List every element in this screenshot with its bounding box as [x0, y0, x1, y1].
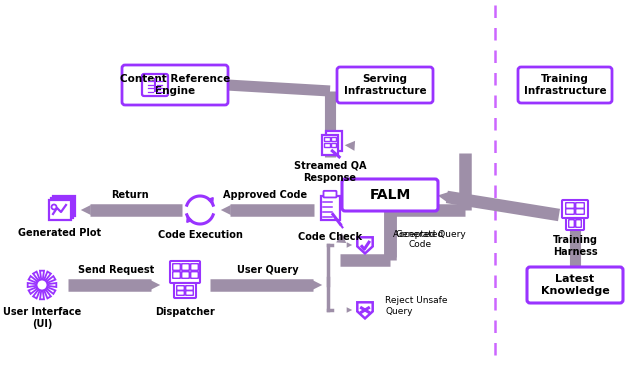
FancyBboxPatch shape — [49, 200, 71, 220]
Polygon shape — [44, 290, 51, 299]
Polygon shape — [33, 272, 40, 280]
FancyBboxPatch shape — [174, 283, 196, 298]
Polygon shape — [28, 283, 36, 287]
FancyBboxPatch shape — [518, 67, 612, 103]
FancyBboxPatch shape — [324, 143, 330, 147]
FancyBboxPatch shape — [331, 137, 337, 141]
FancyBboxPatch shape — [53, 196, 75, 216]
Text: User Interface
(UI): User Interface (UI) — [3, 307, 81, 328]
FancyBboxPatch shape — [562, 200, 588, 218]
Polygon shape — [44, 272, 51, 280]
Text: Generated
Code: Generated Code — [396, 230, 444, 249]
Text: Dispatcher: Dispatcher — [155, 307, 215, 317]
FancyBboxPatch shape — [51, 198, 73, 218]
Text: Streamed QA
Response: Streamed QA Response — [294, 161, 366, 182]
FancyBboxPatch shape — [326, 131, 342, 151]
FancyBboxPatch shape — [337, 67, 433, 103]
FancyBboxPatch shape — [182, 264, 189, 270]
Polygon shape — [357, 302, 372, 318]
Text: Serving
Infrastructure: Serving Infrastructure — [344, 74, 426, 96]
FancyBboxPatch shape — [122, 65, 228, 105]
Circle shape — [36, 280, 47, 291]
Polygon shape — [47, 287, 56, 294]
Text: Latest
Knowledge: Latest Knowledge — [541, 274, 609, 296]
Polygon shape — [33, 290, 40, 299]
FancyBboxPatch shape — [323, 191, 337, 197]
FancyBboxPatch shape — [566, 203, 574, 208]
FancyBboxPatch shape — [191, 272, 198, 278]
Text: Return: Return — [111, 190, 149, 200]
FancyBboxPatch shape — [177, 291, 184, 295]
FancyBboxPatch shape — [527, 267, 623, 303]
FancyBboxPatch shape — [173, 272, 180, 278]
Polygon shape — [357, 237, 372, 253]
FancyBboxPatch shape — [569, 220, 574, 227]
Polygon shape — [40, 271, 44, 279]
FancyBboxPatch shape — [342, 179, 438, 211]
FancyBboxPatch shape — [576, 209, 584, 214]
Text: Code Check: Code Check — [298, 232, 362, 242]
FancyBboxPatch shape — [170, 261, 200, 283]
Text: User Query: User Query — [237, 265, 299, 275]
FancyBboxPatch shape — [321, 196, 339, 220]
FancyBboxPatch shape — [323, 135, 338, 155]
FancyBboxPatch shape — [191, 264, 198, 270]
FancyBboxPatch shape — [566, 218, 584, 230]
Polygon shape — [29, 287, 37, 294]
FancyBboxPatch shape — [186, 286, 193, 290]
FancyBboxPatch shape — [177, 286, 184, 290]
Text: Content Reference
Engine: Content Reference Engine — [120, 74, 230, 96]
FancyBboxPatch shape — [173, 264, 180, 270]
FancyBboxPatch shape — [566, 209, 574, 214]
Polygon shape — [48, 283, 56, 287]
FancyBboxPatch shape — [186, 291, 193, 295]
Text: Send Request: Send Request — [78, 265, 154, 275]
Polygon shape — [40, 291, 44, 299]
Text: Training
Infrastructure: Training Infrastructure — [524, 74, 606, 96]
Text: Generated Plot: Generated Plot — [19, 228, 102, 238]
FancyBboxPatch shape — [331, 143, 337, 147]
Text: Code Execution: Code Execution — [157, 230, 243, 240]
Text: Reject Unsafe
Query: Reject Unsafe Query — [385, 296, 447, 316]
Polygon shape — [29, 276, 37, 283]
Text: Training
Harness: Training Harness — [552, 235, 598, 257]
Polygon shape — [47, 276, 56, 283]
FancyBboxPatch shape — [182, 272, 189, 278]
FancyBboxPatch shape — [576, 220, 581, 227]
Circle shape — [51, 204, 56, 210]
Text: FALM: FALM — [369, 188, 411, 202]
Text: Accepted Query: Accepted Query — [393, 230, 466, 239]
FancyBboxPatch shape — [576, 203, 584, 208]
FancyBboxPatch shape — [324, 137, 330, 141]
Text: Approved Code: Approved Code — [223, 190, 307, 200]
FancyBboxPatch shape — [142, 74, 168, 96]
